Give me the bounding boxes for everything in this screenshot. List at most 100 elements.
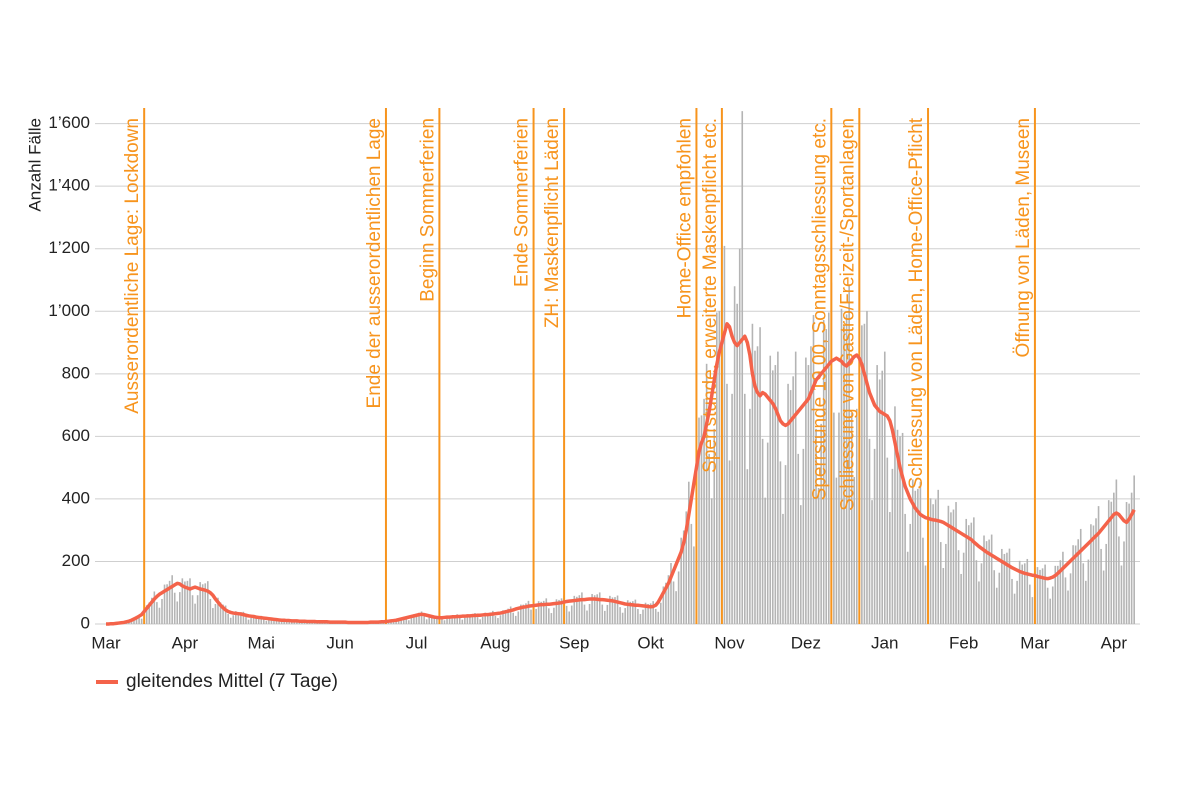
- x-tick-label: Mar: [91, 633, 121, 652]
- bar: [262, 619, 265, 624]
- annotation-label: Schliessung von Gastro/Freizeit-/Sportan…: [837, 118, 858, 511]
- bar: [502, 610, 504, 624]
- bar: [252, 614, 255, 624]
- bar: [873, 448, 876, 624]
- bar: [794, 351, 797, 624]
- bar: [848, 284, 850, 624]
- bar: [591, 593, 593, 624]
- bar: [850, 412, 853, 624]
- bar: [214, 603, 217, 624]
- bar: [514, 615, 517, 624]
- bar: [700, 415, 703, 624]
- bar: [1128, 503, 1130, 624]
- bar: [199, 582, 201, 624]
- bar: [558, 599, 560, 624]
- bar: [497, 618, 499, 624]
- bar: [649, 603, 652, 624]
- bar: [476, 617, 479, 624]
- bar: [1095, 518, 1097, 624]
- bar: [1026, 558, 1029, 624]
- bar: [1123, 541, 1125, 624]
- bar: [1062, 551, 1064, 624]
- bar: [542, 600, 545, 624]
- bar: [247, 619, 250, 624]
- bar: [270, 618, 273, 624]
- x-tick-label: Apr: [1101, 633, 1128, 652]
- bar: [812, 315, 815, 624]
- bar: [901, 432, 904, 624]
- bar: [430, 614, 433, 624]
- y-tick-label: 200: [62, 551, 90, 570]
- bar: [1067, 590, 1069, 624]
- bar: [456, 614, 459, 624]
- bar: [469, 614, 471, 624]
- bar: [1006, 552, 1008, 624]
- bar: [1110, 501, 1113, 624]
- bar: [410, 618, 413, 624]
- bar: [657, 611, 660, 624]
- bar: [232, 615, 235, 624]
- bar: [227, 613, 229, 624]
- x-tick-label: Apr: [172, 633, 199, 652]
- bar: [171, 575, 173, 624]
- bar: [614, 597, 616, 624]
- bar: [738, 248, 741, 624]
- bar: [402, 616, 405, 624]
- bar: [957, 550, 960, 624]
- bar: [466, 614, 469, 624]
- bar: [736, 303, 738, 624]
- bar: [540, 601, 542, 624]
- bar: [810, 346, 812, 624]
- bar: [1102, 570, 1105, 624]
- bar: [499, 615, 502, 624]
- bar: [741, 111, 744, 625]
- bar: [413, 614, 415, 624]
- bar: [993, 570, 996, 624]
- bar: [140, 618, 143, 624]
- bar: [428, 617, 431, 624]
- bar: [446, 618, 448, 624]
- bar: [621, 612, 624, 624]
- bar: [436, 616, 438, 624]
- y-tick-label: 1’600: [48, 113, 90, 132]
- bar: [693, 546, 695, 624]
- bar: [855, 408, 858, 624]
- bar: [995, 587, 998, 624]
- bar: [929, 498, 932, 624]
- bar: [441, 618, 443, 624]
- bar: [451, 615, 453, 624]
- annotation-label: Sperrstunde 19.00, Sonntagsschliessung e…: [809, 118, 830, 500]
- bar: [619, 607, 621, 624]
- bar: [405, 618, 408, 624]
- bar: [883, 351, 886, 624]
- bar: [461, 619, 464, 624]
- bar: [260, 615, 263, 624]
- x-tick-label: Sep: [559, 633, 589, 652]
- bar: [240, 612, 242, 624]
- bar: [889, 512, 891, 624]
- y-tick-label: 400: [62, 488, 90, 507]
- bar: [481, 616, 484, 624]
- bar: [942, 568, 945, 624]
- bar: [1046, 587, 1049, 624]
- bar: [517, 611, 520, 624]
- bar: [799, 505, 802, 624]
- bar: [771, 370, 774, 624]
- bar: [756, 346, 759, 624]
- bar: [535, 608, 537, 624]
- bar: [458, 618, 461, 624]
- bar: [662, 586, 665, 624]
- annotation-label: Ende Sommerferien: [512, 118, 533, 287]
- bar: [176, 601, 179, 624]
- bar: [937, 489, 940, 624]
- bar: [504, 609, 507, 624]
- bar: [682, 530, 685, 624]
- bar: [576, 596, 578, 624]
- bar: [250, 617, 252, 624]
- bar: [866, 310, 868, 624]
- bar: [553, 607, 555, 624]
- bar: [560, 598, 563, 624]
- bar: [222, 604, 224, 624]
- bar: [970, 522, 973, 624]
- bar: [522, 604, 525, 624]
